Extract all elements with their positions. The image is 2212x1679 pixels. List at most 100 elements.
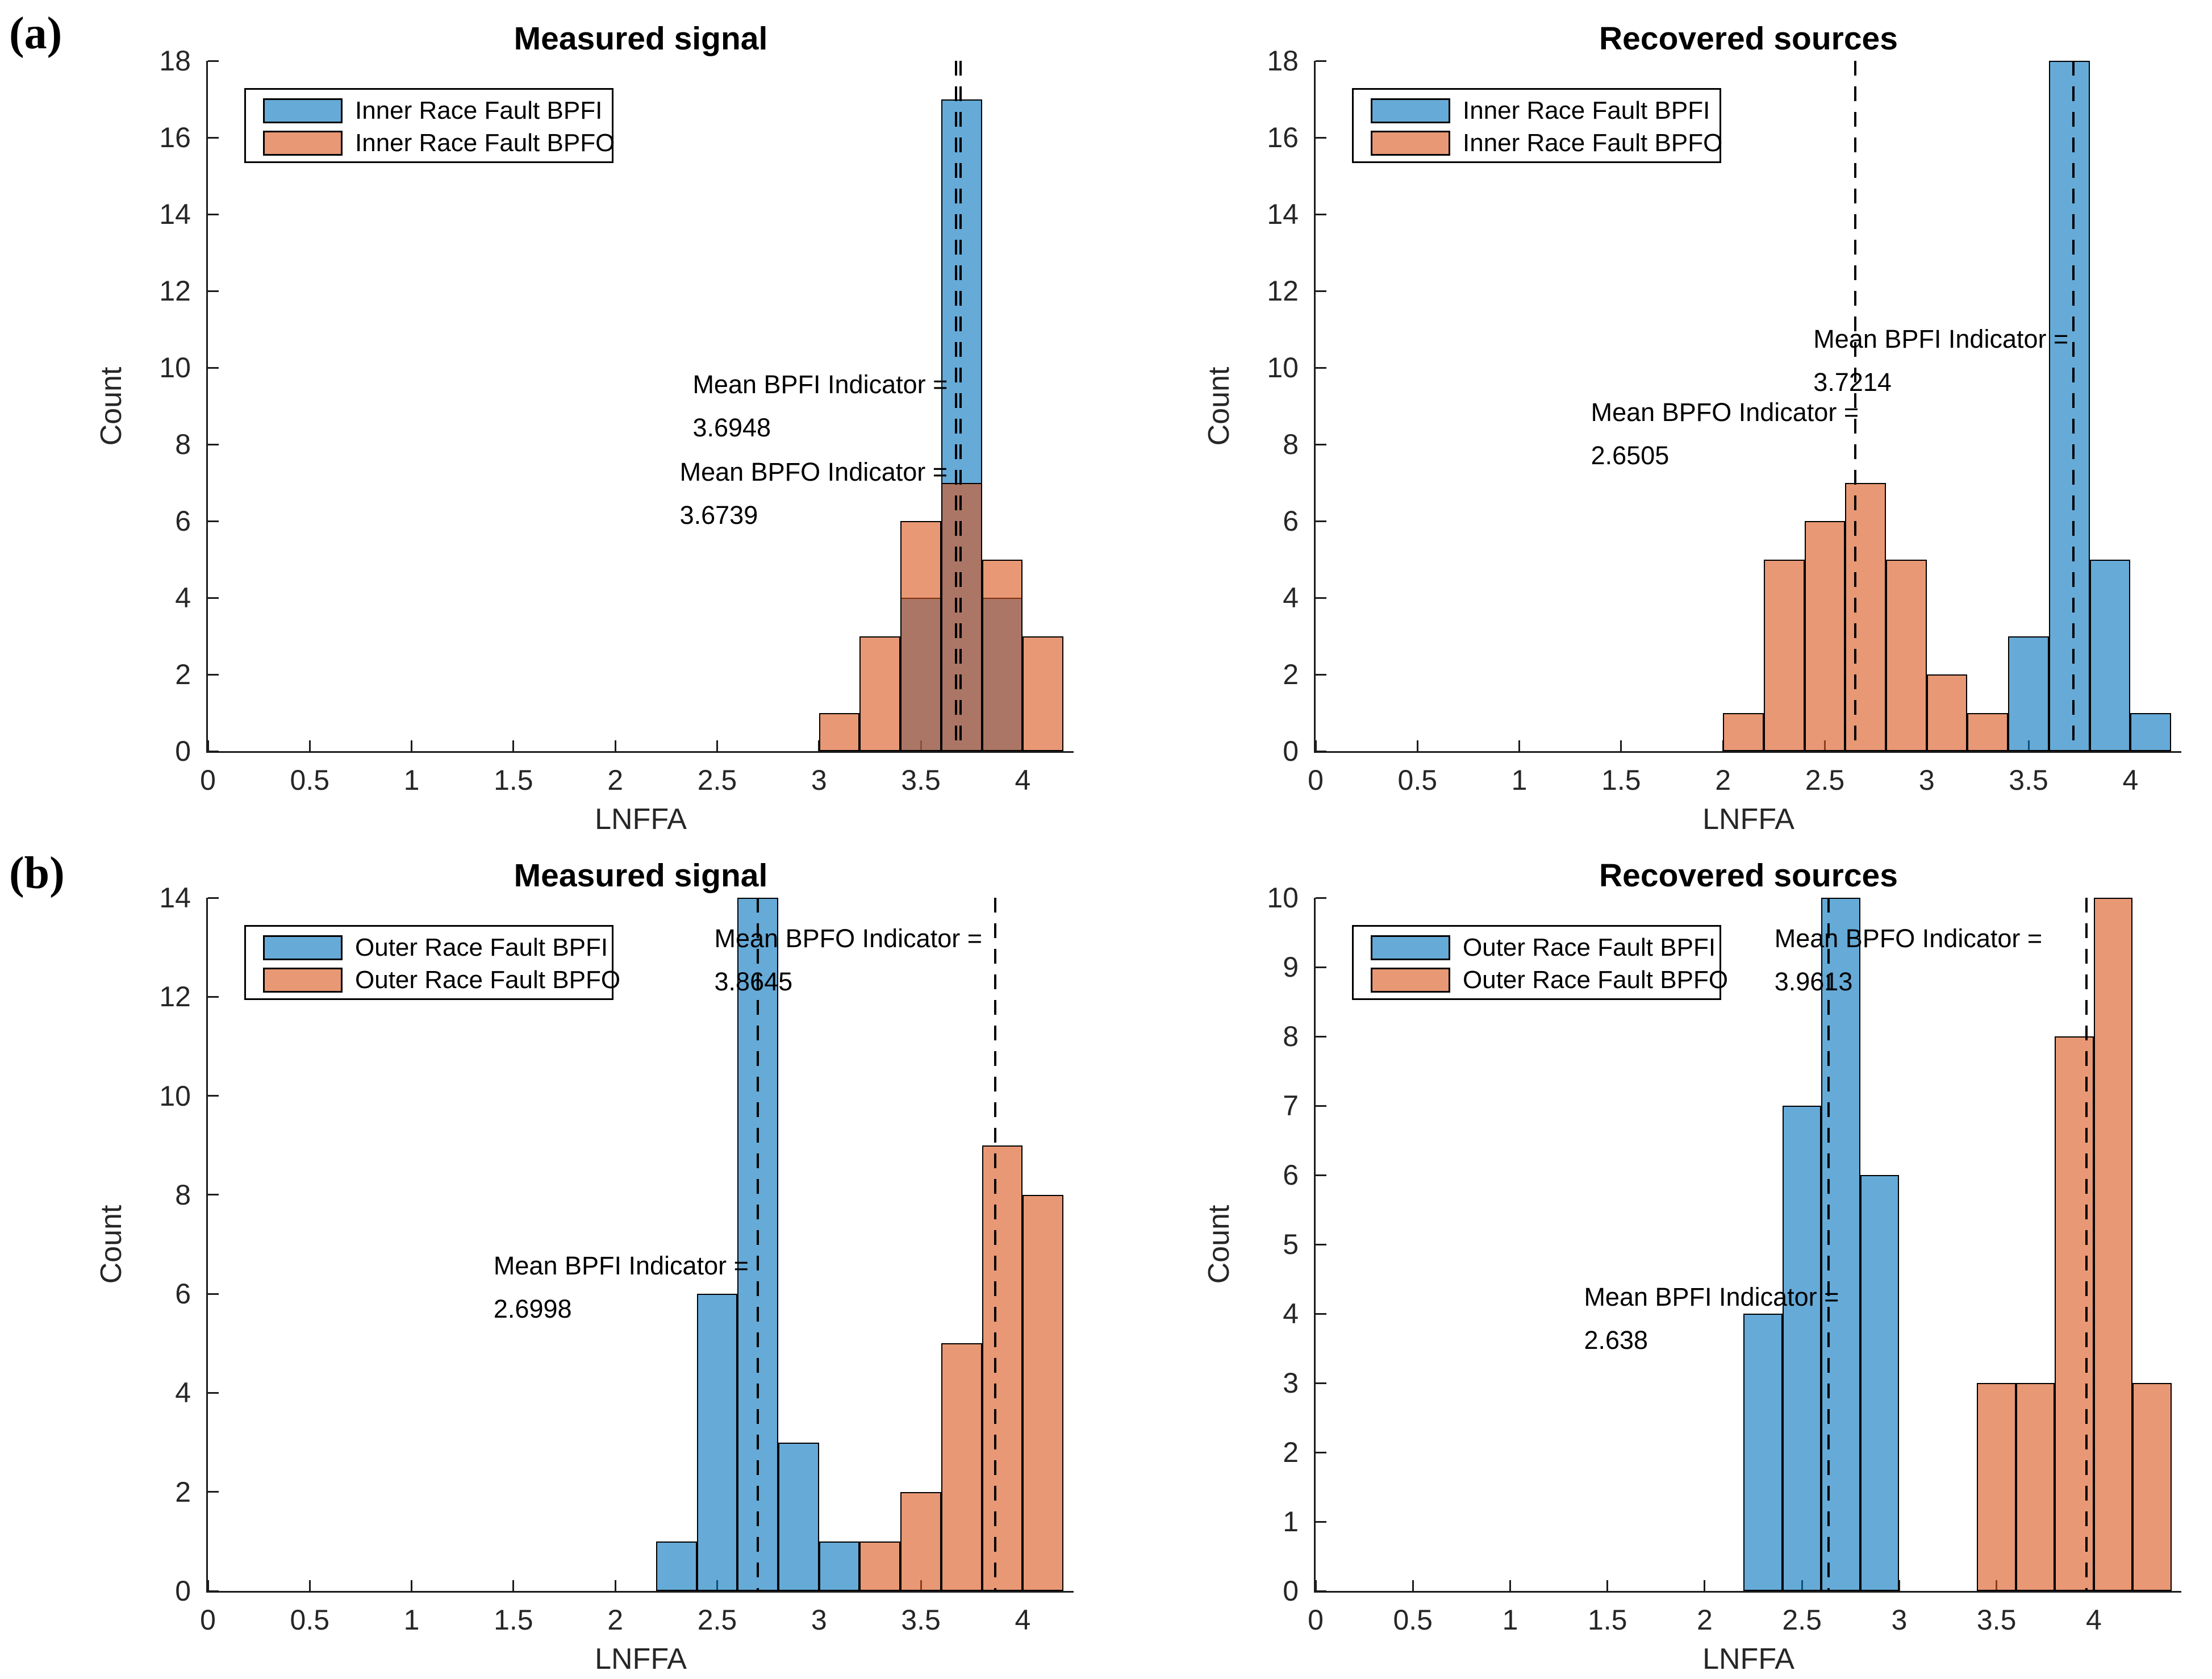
x-tick-label: 1 (1511, 764, 1527, 796)
x-tick-label: 1.5 (494, 764, 533, 796)
annotation-line: Mean BPFI Indicator = (493, 1251, 749, 1280)
legend-row: Inner Race Fault BPFO (263, 127, 615, 159)
y-tick-mark (208, 673, 219, 676)
x-tick-label: 4 (1015, 1604, 1031, 1636)
x-tick-label: 1.5 (1587, 1604, 1627, 1636)
legend-swatch-bpfo (1371, 130, 1450, 156)
y-tick-label: 8 (175, 428, 191, 460)
y-tick-mark (1316, 60, 1326, 62)
plot-title: Measured signal (514, 857, 768, 894)
legend-swatch-bpfo (263, 967, 343, 993)
legend-label: Inner Race Fault BPFI (355, 96, 603, 124)
annotation-line: 2.6505 (1591, 440, 1670, 470)
x-tick-label: 1.5 (494, 1604, 533, 1636)
histogram-plot-a-measured-signal: 0 0.5 1 1.5 2 2.5 3 3.5 4 0 2 4 6 8 10 12 14 16 18 Mean BPF… (95, 20, 1074, 836)
y-tick-label: 0 (175, 1575, 191, 1607)
x-tick-mark (308, 1580, 311, 1591)
mean-indicator-line (1854, 61, 1857, 751)
y-tick-label: 18 (159, 45, 191, 77)
histogram-bar-bpfi (696, 1294, 738, 1591)
y-axis-line (1314, 898, 1316, 1593)
y-tick-mark (208, 520, 219, 522)
legend-row: Outer Race Fault BPFI (1371, 931, 1719, 964)
y-tick-label: 10 (1267, 882, 1299, 914)
legend-label: Inner Race Fault BPFI (1463, 96, 1710, 124)
y-axis-line (1314, 61, 1316, 753)
x-tick-label: 2.5 (1782, 1604, 1822, 1636)
plot-title: Measured signal (514, 20, 768, 57)
histogram-bar-bpfo (1723, 713, 1764, 751)
y-tick-mark (1316, 597, 1326, 599)
x-axis-line (206, 1591, 1074, 1593)
x-tick-label: 0 (200, 1604, 216, 1636)
x-tick-mark (716, 740, 718, 751)
legend-row: Inner Race Fault BPFI (1371, 94, 1719, 127)
y-tick-mark (1316, 136, 1326, 139)
x-tick-mark (614, 1580, 616, 1591)
x-tick-mark (1898, 1580, 1900, 1591)
legend: Outer Race Fault BPFI Outer Race Fault BP… (244, 925, 620, 1000)
y-tick-label: 14 (1267, 198, 1299, 230)
legend-label: Outer Race Fault BPFO (355, 965, 621, 994)
y-tick-mark (1316, 1105, 1326, 1107)
y-tick-label: 12 (159, 275, 191, 307)
y-tick-mark (208, 1194, 219, 1196)
y-tick-label: 8 (1283, 428, 1299, 460)
x-tick-label: 3 (1918, 764, 1935, 796)
y-tick-label: 2 (175, 1476, 191, 1508)
x-tick-label: 2 (607, 1604, 624, 1636)
legend-row: Inner Race Fault BPFI (263, 94, 612, 127)
y-tick-mark (1316, 213, 1326, 215)
mean-annotation: Mean BPFI Indicator = 3.6948 (692, 363, 948, 449)
mean-indicator-line (757, 898, 759, 1591)
histogram-bar-bpfo (1804, 521, 1846, 751)
x-tick-label: 3.5 (1976, 1604, 2017, 1636)
x-tick-mark (1509, 1580, 1511, 1591)
y-tick-label: 0 (1283, 735, 1299, 767)
y-tick-label: 10 (159, 1080, 191, 1112)
histogram-bar-bpfo (1763, 559, 1805, 751)
x-axis-line (206, 751, 1074, 753)
legend-swatch-bpfi (263, 935, 343, 960)
y-tick-label: 6 (1283, 505, 1299, 537)
annotation-line: Mean BPFI Indicator = (1813, 324, 2069, 353)
y-tick-mark (1316, 1243, 1326, 1245)
y-tick-mark (208, 366, 219, 369)
x-tick-label: 3.5 (901, 1604, 941, 1636)
y-tick-mark (1316, 1451, 1326, 1453)
x-tick-label: 0 (1308, 764, 1324, 796)
x-tick-label: 2 (1697, 1604, 1713, 1636)
legend-label: Outer Race Fault BPFI (355, 933, 608, 961)
annotation-line: Mean BPFO Indicator = (1774, 924, 2043, 953)
x-tick-mark (411, 740, 413, 751)
y-tick-label: 8 (175, 1178, 191, 1211)
y-tick-label: 6 (175, 505, 191, 537)
y-tick-mark (208, 1491, 219, 1493)
y-tick-label: 16 (159, 122, 191, 153)
y-tick-mark (1316, 966, 1326, 968)
x-tick-label: 1 (403, 1604, 420, 1636)
mean-indicator-line (994, 898, 996, 1591)
y-tick-mark (208, 290, 219, 292)
y-axis-line (206, 898, 208, 1593)
y-tick-label: 7 (1283, 1090, 1299, 1122)
x-tick-mark (1704, 1580, 1706, 1591)
y-tick-mark (208, 60, 219, 62)
legend: Inner Race Fault BPFI Inner Race Fault BP… (1352, 88, 1722, 163)
x-tick-mark (207, 1580, 209, 1591)
y-tick-label: 12 (159, 981, 191, 1013)
panel-label-b: (b) (9, 848, 65, 898)
x-tick-label: 3 (811, 764, 827, 796)
y-tick-mark (208, 443, 219, 445)
x-tick-label: 1 (403, 764, 420, 796)
y-tick-label: 2 (175, 659, 191, 690)
histogram-bar-bpfo (2055, 1036, 2094, 1591)
legend-swatch-bpfi (1371, 935, 1450, 960)
histogram-bar-bpfo (1886, 559, 1927, 751)
annotation-line: Mean BPFO Indicator = (679, 457, 948, 487)
y-axis-line (206, 61, 208, 753)
legend: Inner Race Fault BPFI Inner Race Fault BP… (244, 88, 615, 163)
y-tick-mark (208, 1590, 219, 1592)
histogram-bar-bpfi (2008, 636, 2049, 751)
